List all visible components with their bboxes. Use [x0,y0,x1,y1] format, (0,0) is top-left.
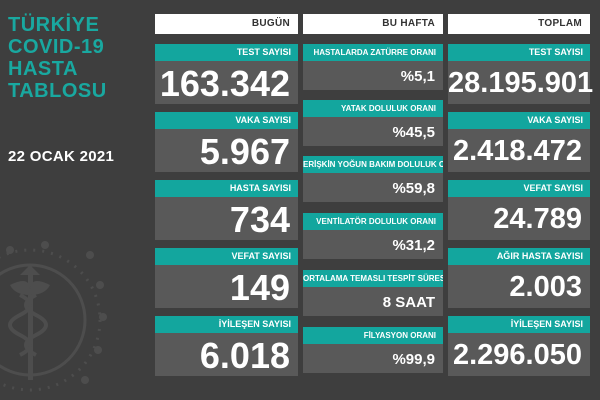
stat-card: VEFAT SAYISI 24.789 [448,180,590,240]
stat-label: VEFAT SAYISI [448,180,590,197]
stat-card: TEST SAYISI 163.342 [155,44,298,104]
stat-value: 2.003 [448,265,590,308]
stat-label: VAKA SAYISI [448,112,590,129]
title-line: TÜRKİYE [8,14,100,36]
stat-label: YATAK DOLULUK ORANI [303,100,443,117]
stat-card: ERİŞKİN YOĞUN BAKIM DOLULUK ORANI %59,8 [303,156,443,202]
ministry-emblem-icon [0,241,107,392]
stat-value: %31,2 [303,230,443,259]
stat-label: TEST SAYISI [155,44,298,61]
stat-card: HASTA SAYISI 734 [155,180,298,240]
stat-value: 2.296.050 [448,333,590,376]
total-column: TOPLAM TEST SAYISI 28.195.901 VAKA SAYIS… [448,14,593,386]
stat-card: YATAK DOLULUK ORANI %45,5 [303,100,443,146]
stat-label: HASTA SAYISI [155,180,298,197]
stat-value: %59,8 [303,173,443,202]
title-line: COVID-19 [8,36,105,58]
stat-card: VENTİLATÖR DOLULUK ORANI %31,2 [303,213,443,259]
this-week-column: BU HAFTA HASTALARDA ZATÜRRE ORANI %5,1 Y… [303,14,443,386]
stat-value: %5,1 [303,61,443,90]
stat-label: İYİLEŞEN SAYISI [155,316,298,333]
stat-card: AĞIR HASTA SAYISI 2.003 [448,248,590,308]
stat-card: TEST SAYISI 28.195.901 [448,44,593,104]
column-header-total: TOPLAM [448,14,590,34]
stat-card: İYİLEŞEN SAYISI 6.018 [155,316,298,376]
stat-label: İYİLEŞEN SAYISI [448,316,590,333]
stat-label: ORTALAMA TEMASLI TESPİT SÜRESİ [303,270,443,287]
stat-value: 149 [155,265,298,308]
page-title: TÜRKİYE COVID-19 HASTA TABLOSU [8,14,148,102]
stat-label: VEFAT SAYISI [155,248,298,265]
stat-card: VAKA SAYISI 2.418.472 [448,112,590,172]
stat-value: 2.418.472 [448,129,590,172]
stat-value: 163.342 [155,61,298,104]
title-line: TABLOSU [8,80,107,102]
today-column: BUGÜN TEST SAYISI 163.342 VAKA SAYISI 5.… [155,14,298,386]
stat-label: AĞIR HASTA SAYISI [448,248,590,265]
stat-card: VEFAT SAYISI 149 [155,248,298,308]
stat-label: TEST SAYISI [448,44,590,61]
stat-label: ERİŞKİN YOĞUN BAKIM DOLULUK ORANI [303,156,443,173]
stat-card: VAKA SAYISI 5.967 [155,112,298,172]
stat-card: ORTALAMA TEMASLI TESPİT SÜRESİ 8 SAAT [303,270,443,316]
stat-label: VAKA SAYISI [155,112,298,129]
stat-card: İYİLEŞEN SAYISI 2.296.050 [448,316,590,376]
column-header-week: BU HAFTA [303,14,443,34]
column-header-today: BUGÜN [155,14,298,34]
stat-label: FİLYASYON ORANI [303,327,443,344]
stat-value: 6.018 [155,333,298,376]
stat-value: 24.789 [448,197,590,240]
report-date: 22 OCAK 2021 [8,148,115,165]
stat-value: 5.967 [155,129,298,172]
stat-value: %99,9 [303,344,443,373]
stat-value: %45,5 [303,117,443,146]
title-line: HASTA [8,58,78,80]
stat-value: 734 [155,197,298,240]
stat-value: 8 SAAT [303,287,443,316]
stat-card: HASTALARDA ZATÜRRE ORANI %5,1 [303,44,443,90]
stat-card: FİLYASYON ORANI %99,9 [303,327,443,373]
stat-value: 28.195.901 [448,61,593,104]
stat-label: HASTALARDA ZATÜRRE ORANI [303,44,443,61]
stat-label: VENTİLATÖR DOLULUK ORANI [303,213,443,230]
